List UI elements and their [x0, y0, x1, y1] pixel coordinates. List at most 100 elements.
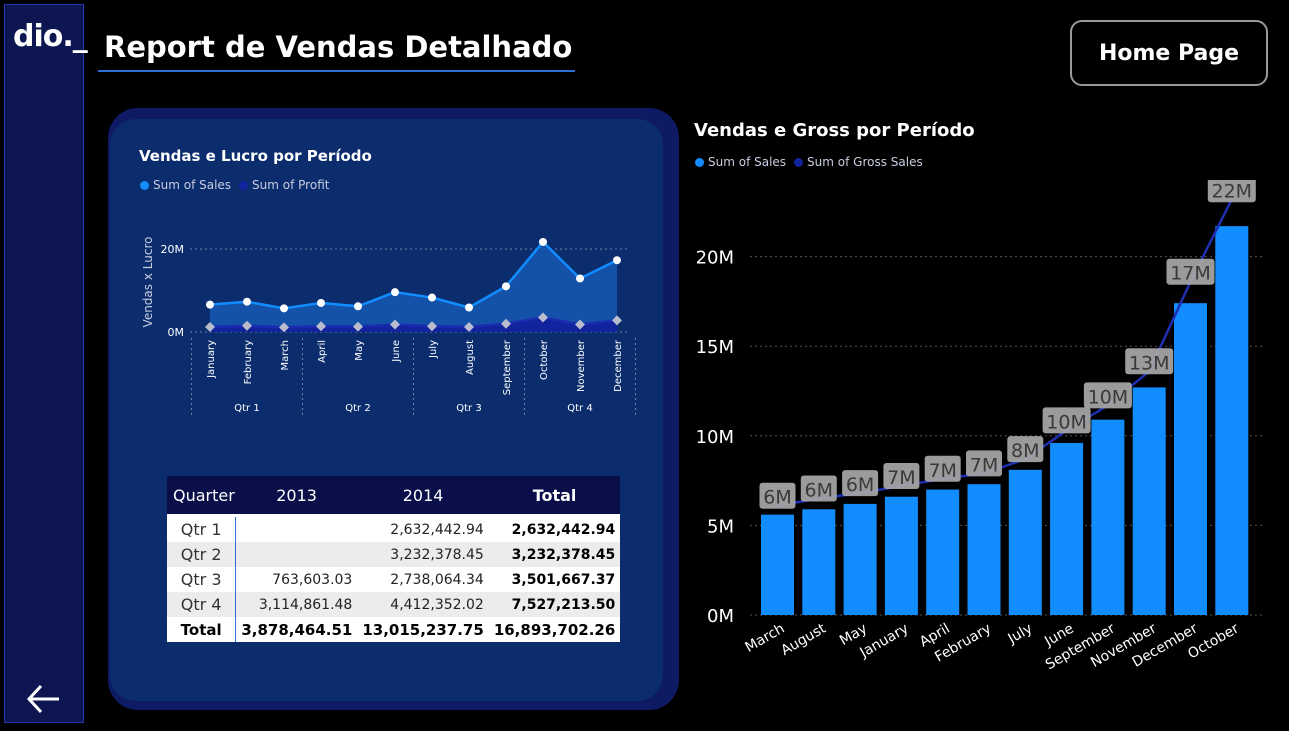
legend-gross-label: Sum of Gross Sales	[807, 155, 923, 169]
data-label: 6M	[805, 480, 833, 502]
data-label: 10M	[1046, 411, 1087, 433]
data-label-box	[759, 482, 796, 509]
chart1-y-axis-label: Vendas x Lucro	[141, 237, 155, 328]
data-label-box	[966, 450, 1002, 477]
sales-bar	[926, 489, 960, 615]
chart1-x-tick: July	[428, 340, 439, 359]
chart2-y-tick: 5M	[707, 516, 734, 537]
sales-line	[209, 240, 618, 310]
legend-sales-label: Sum of Sales	[708, 155, 787, 169]
row-2013: 3,114,861.48	[235, 592, 358, 617]
row-2013	[235, 542, 358, 567]
profit-point	[538, 312, 548, 323]
data-label-box	[924, 455, 961, 482]
data-label: 7M	[970, 454, 998, 476]
data-label-box	[1166, 258, 1215, 285]
sales-point	[280, 304, 288, 313]
row-quarter: Qtr 2	[167, 542, 237, 567]
header-quarter[interactable]: Quarter	[167, 476, 236, 514]
legend-gross-dot	[794, 157, 804, 167]
chart1-x-tick: March	[280, 340, 291, 370]
home-page-button[interactable]: Home Page	[1070, 20, 1268, 86]
profit-point	[612, 315, 622, 326]
chart1-x-tick: February	[243, 340, 254, 384]
profit-point	[242, 320, 252, 331]
sales-point	[243, 297, 251, 306]
sales-point	[354, 302, 362, 311]
data-label-box	[1207, 180, 1256, 203]
chart2-legend: Sum of Sales Sum of Gross Sales	[695, 155, 923, 169]
sales-point	[465, 303, 473, 312]
data-label: 8M	[1011, 440, 1039, 462]
chart1-quarter-label: Qtr 1	[234, 403, 259, 414]
data-label: 13M	[1129, 352, 1170, 374]
dio-logo: dio._	[13, 19, 88, 54]
chart1-x-tick: January	[206, 340, 217, 379]
profit-point	[427, 321, 437, 332]
total-total: 16,893,702.26	[488, 617, 621, 642]
chart1-x-tick: May	[354, 340, 365, 361]
chart1-x-tick: April	[317, 340, 328, 363]
profit-line	[209, 316, 618, 329]
data-label-box	[1083, 382, 1132, 409]
row-2014: 2,738,064.34	[357, 567, 489, 592]
arrow-left-icon[interactable]	[25, 679, 65, 719]
profit-point	[316, 321, 326, 332]
row-total: 3,232,378.45	[488, 542, 621, 567]
sales-bar	[761, 514, 794, 615]
row-2014: 3,232,378.45	[357, 542, 489, 567]
data-label: 7M	[887, 467, 915, 489]
chart1-quarter-label: Qtr 2	[345, 403, 370, 414]
table-row: Qtr 2 3,232,378.45 3,232,378.45	[167, 542, 621, 567]
chart1-x-tick: November	[576, 339, 587, 392]
data-label-box	[842, 470, 879, 497]
legend-profit-dot	[239, 180, 249, 190]
title-underline	[98, 70, 575, 72]
total-2014: 13,015,237.75	[357, 617, 489, 642]
sales-profit-area-chart: Vendas x Lucro 20M 0M January February March A…	[141, 237, 636, 418]
sidebar: dio._	[4, 4, 88, 723]
chart1-quarter-label: Qtr 4	[567, 403, 592, 414]
sales-bar	[884, 496, 918, 615]
data-label: 22M	[1212, 180, 1253, 202]
chart1-y-tick: 0M	[168, 326, 185, 339]
profit-point	[279, 322, 289, 333]
legend-profit-label: Sum of Profit	[252, 178, 330, 192]
data-label-box	[883, 462, 920, 489]
header-2013[interactable]: 2013	[235, 476, 358, 514]
sales-bar	[1008, 469, 1042, 615]
header-total[interactable]: Total	[488, 476, 621, 514]
chart1-x-tick: August	[465, 340, 476, 375]
row-2013: 763,603.03	[235, 567, 358, 592]
sales-bar	[1050, 442, 1084, 615]
row-2013	[235, 517, 358, 542]
profit-area	[210, 317, 617, 332]
chart2-x-tick: August	[778, 620, 829, 659]
table-row: Qtr 1 2,632,442.94 2,632,442.94	[167, 517, 621, 542]
chart1-x-tick: December	[613, 339, 624, 392]
row-2014: 2,632,442.94	[357, 517, 489, 542]
sales-point	[502, 282, 510, 291]
total-2013: 3,878,464.51	[235, 617, 358, 642]
legend-sales-dot	[695, 157, 704, 167]
sales-bar	[1215, 226, 1249, 616]
chart2-x-tick: July	[1005, 621, 1036, 648]
row-total: 3,501,667.37	[488, 567, 621, 592]
data-label-box	[800, 475, 837, 502]
legend-sales-dot	[140, 180, 149, 190]
sales-area	[210, 241, 617, 332]
profit-point	[390, 319, 400, 330]
sales-point	[576, 274, 584, 283]
sales-bar	[843, 503, 877, 615]
sales-point	[613, 256, 621, 265]
data-label: 17M	[1170, 263, 1211, 285]
data-label-box	[1007, 436, 1044, 463]
chart2-y-tick: 20M	[696, 248, 734, 269]
header-2014[interactable]: 2014	[357, 476, 489, 514]
data-label-box	[1125, 348, 1174, 375]
profit-point	[464, 322, 474, 333]
sales-bar	[802, 509, 836, 615]
profit-point	[501, 318, 511, 329]
row-quarter: Qtr 3	[167, 567, 237, 592]
